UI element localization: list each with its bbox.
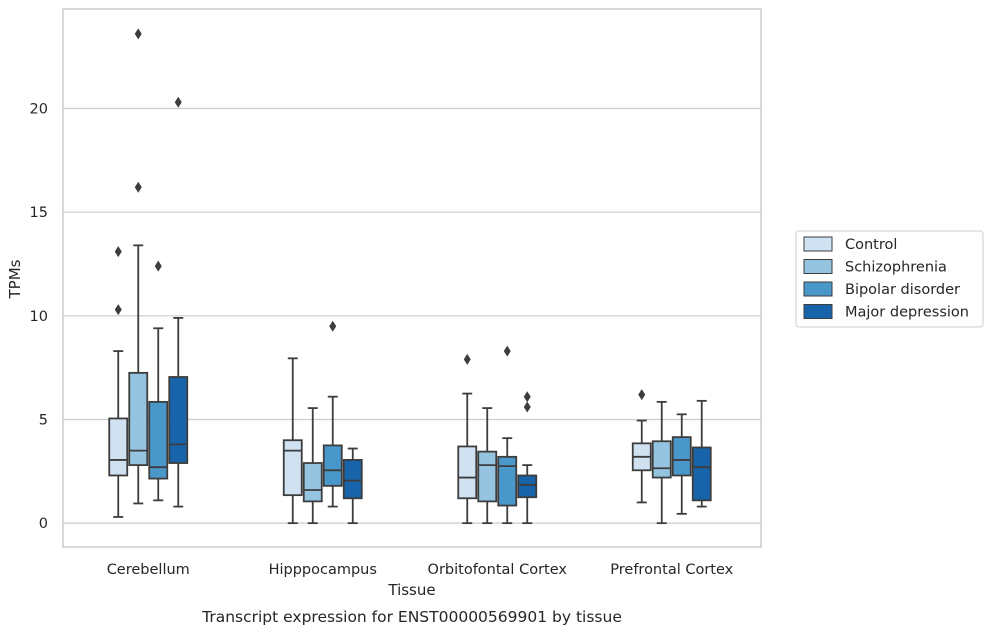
legend-label: Bipolar disorder bbox=[845, 282, 960, 298]
box-iqr bbox=[128, 371, 149, 467]
boxplot-series bbox=[108, 28, 712, 525]
outlier-point bbox=[503, 345, 511, 357]
box-iqr bbox=[148, 400, 169, 480]
plot-frame bbox=[62, 8, 762, 548]
box bbox=[691, 399, 712, 508]
outlier-point bbox=[329, 320, 337, 332]
box-iqr bbox=[477, 450, 498, 503]
legend-frame bbox=[795, 230, 984, 328]
x-tick-label: Hipppocampus bbox=[269, 562, 377, 578]
box-iqr bbox=[457, 445, 478, 500]
box-iqr bbox=[108, 417, 129, 477]
outlier-point bbox=[154, 260, 162, 272]
x-axis-label: Tissue bbox=[387, 581, 435, 599]
box bbox=[631, 389, 652, 504]
y-tick-labels: 0 5 10 15 20 bbox=[30, 102, 48, 533]
outlier-point bbox=[114, 246, 122, 258]
outlier-point bbox=[523, 391, 531, 403]
y-axis-label: TPMs bbox=[6, 259, 24, 299]
box-iqr bbox=[322, 444, 343, 487]
outlier-point bbox=[114, 304, 122, 316]
box bbox=[108, 246, 129, 518]
legend-label: Control bbox=[845, 237, 897, 253]
box bbox=[477, 407, 498, 525]
box bbox=[651, 400, 672, 525]
legend-label: Schizophrenia bbox=[845, 260, 947, 276]
box bbox=[517, 391, 538, 525]
legend-swatch bbox=[803, 304, 833, 319]
y-tick-label: 20 bbox=[30, 102, 48, 118]
box bbox=[128, 28, 149, 505]
legend-swatch bbox=[803, 259, 833, 274]
box bbox=[302, 407, 323, 525]
outlier-point bbox=[134, 181, 142, 193]
box-iqr bbox=[671, 436, 692, 477]
y-tick-label: 5 bbox=[39, 412, 48, 428]
y-tick-label: 10 bbox=[30, 309, 48, 325]
outlier-point bbox=[638, 389, 646, 401]
y-tick-label: 0 bbox=[39, 516, 48, 532]
box-iqr bbox=[168, 376, 189, 464]
box bbox=[457, 353, 478, 525]
box bbox=[148, 260, 169, 502]
legend-swatch bbox=[803, 281, 833, 297]
legend-swatch bbox=[803, 236, 833, 252]
box bbox=[282, 357, 303, 525]
box-iqr bbox=[691, 446, 712, 502]
box-iqr bbox=[282, 439, 303, 497]
y-tick-label: 15 bbox=[30, 205, 48, 221]
box-iqr bbox=[517, 474, 538, 499]
box bbox=[322, 320, 343, 508]
outlier-point bbox=[523, 401, 531, 413]
legend: Control Schizophrenia Bipolar disorder Majo… bbox=[795, 230, 984, 328]
box bbox=[342, 447, 363, 525]
box-iqr bbox=[342, 459, 363, 500]
outlier-point bbox=[174, 96, 182, 108]
box-iqr bbox=[651, 440, 672, 479]
box-iqr bbox=[302, 462, 323, 503]
box bbox=[497, 345, 518, 525]
x-tick-label: Cerebellum bbox=[107, 562, 190, 578]
outlier-point bbox=[463, 353, 471, 365]
x-tick-label: Orbitofontal Cortex bbox=[428, 562, 568, 578]
box bbox=[671, 413, 692, 515]
outlier-point bbox=[134, 28, 142, 40]
box bbox=[168, 96, 189, 508]
x-tick-label: Prefrontal Cortex bbox=[610, 562, 733, 578]
box-iqr bbox=[497, 455, 518, 507]
legend-label: Major depression bbox=[845, 305, 969, 321]
chart-caption: Transcript expression for ENST0000056990… bbox=[201, 608, 622, 626]
x-tick-labels: Cerebellum Hipppocampus Orbitofontal Corte… bbox=[107, 562, 734, 578]
